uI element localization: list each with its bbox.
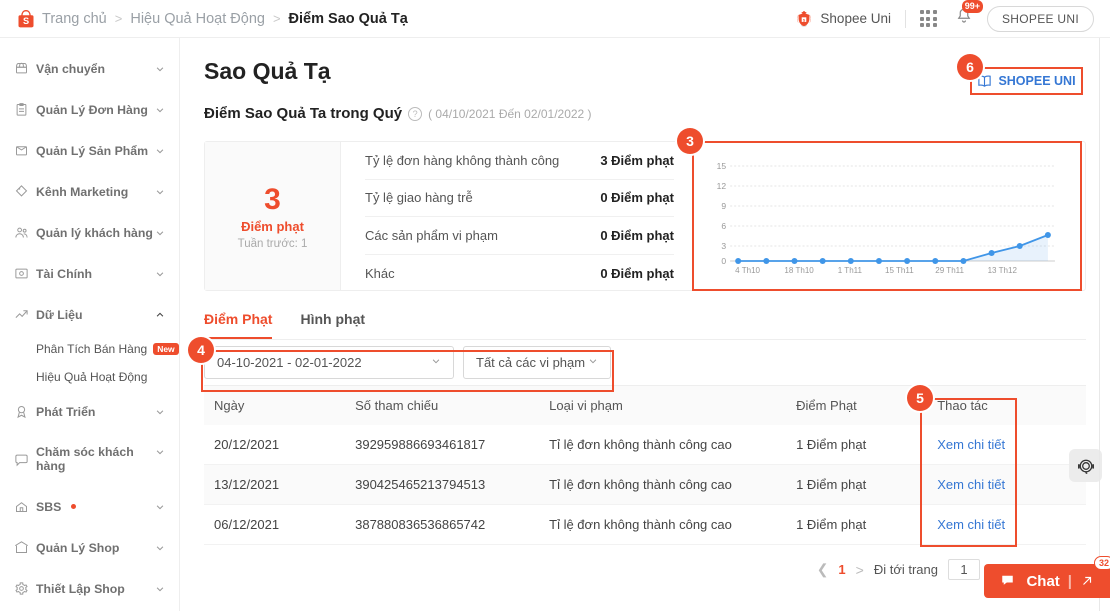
svg-text:12: 12 — [717, 181, 727, 191]
svg-text:13 Th12: 13 Th12 — [988, 266, 1018, 275]
svg-text:15: 15 — [717, 161, 727, 171]
svg-text:6: 6 — [721, 221, 726, 231]
svg-text:3: 3 — [721, 241, 726, 251]
svg-text:S: S — [23, 16, 29, 26]
svg-text:15 Th11: 15 Th11 — [885, 266, 914, 275]
svg-text:0: 0 — [721, 256, 726, 266]
svg-text:4 Th10: 4 Th10 — [735, 266, 760, 275]
svg-text:29 Th11: 29 Th11 — [935, 266, 964, 275]
svg-text:18 Th10: 18 Th10 — [784, 266, 814, 275]
svg-text:1 Th11: 1 Th11 — [838, 266, 863, 275]
svg-text:9: 9 — [721, 201, 726, 211]
